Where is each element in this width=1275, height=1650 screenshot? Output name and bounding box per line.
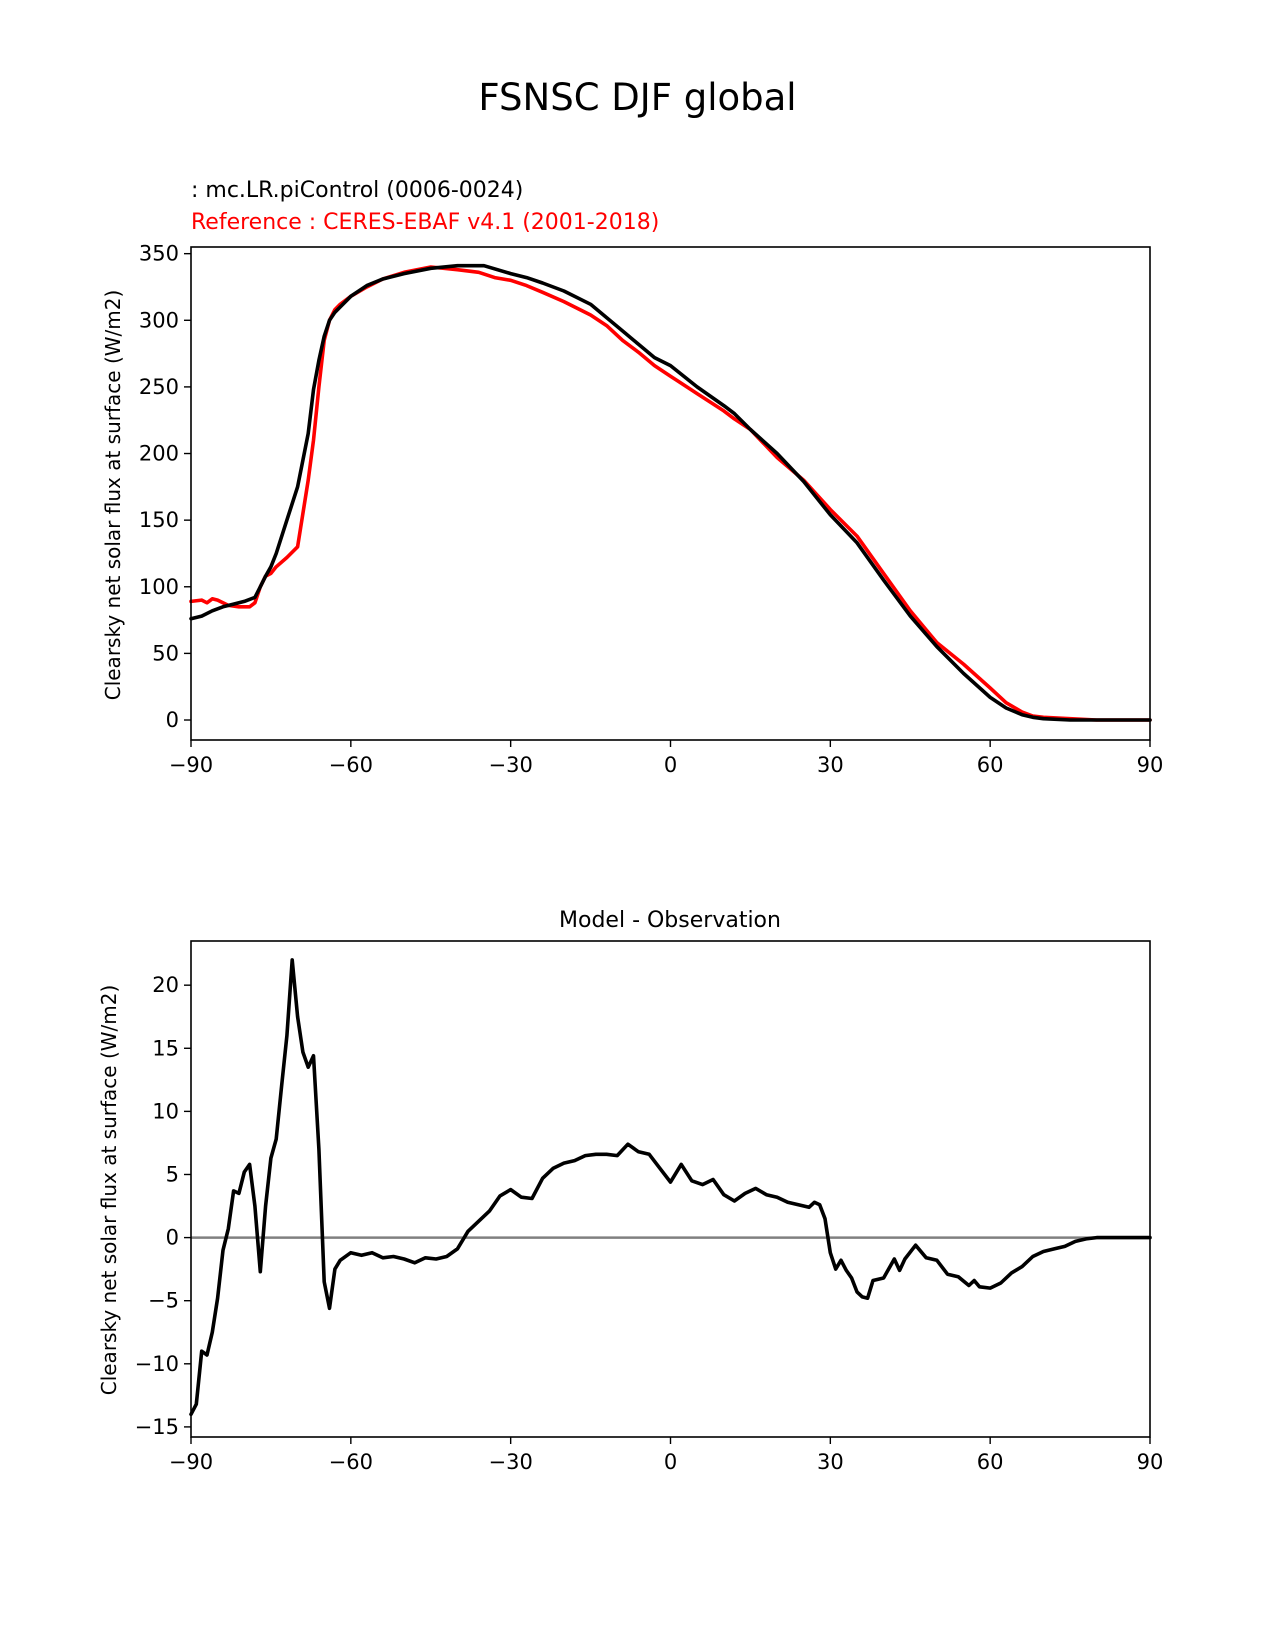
bottom-x-tick-label: 60 [977, 1450, 1004, 1474]
top-y-axis-label: Clearsky net solar flux at surface (W/m2… [101, 290, 125, 701]
top-y-tick-label: 100 [139, 575, 179, 599]
bottom-y-tick-label: −10 [135, 1352, 179, 1376]
top-x-tick-label: 90 [1137, 753, 1164, 777]
bottom-y-tick-label: −5 [148, 1289, 179, 1313]
top-y-tick-label: 300 [139, 308, 179, 332]
bottom-panel-difference: Model - Observation Clearsky net solar f… [97, 908, 1163, 1474]
test-series-label: : mc.LR.piControl (0006-0024) [191, 178, 523, 203]
bottom-x-tick-label: 0 [664, 1450, 677, 1474]
bottom-y-tick-label: −15 [135, 1415, 179, 1439]
figure-suptitle: FSNSC DJF global [478, 76, 796, 119]
bottom-x-tick-label: −60 [329, 1450, 373, 1474]
bottom-y-axis-label: Clearsky net solar flux at surface (W/m2… [97, 985, 121, 1396]
top-x-tick-label: 30 [817, 753, 844, 777]
top-reference-series-line [189, 265, 1152, 722]
top-y-tick-label: 50 [152, 641, 179, 665]
bottom-y-tick-label: 20 [152, 973, 179, 997]
top-x-tick-label: −30 [489, 753, 533, 777]
bottom-x-tick-label: 90 [1137, 1450, 1164, 1474]
difference-plot-title: Model - Observation [559, 908, 781, 933]
bottom-x-tick-label: 30 [817, 1450, 844, 1474]
top-x-tick-label: 60 [977, 753, 1004, 777]
bottom-y-tick-label: 10 [152, 1099, 179, 1123]
top-x-tick-label: −60 [329, 753, 373, 777]
top-y-tick-label: 0 [166, 708, 179, 732]
bottom-y-tick-label: 0 [166, 1226, 179, 1250]
top-y-tick-label: 200 [139, 442, 179, 466]
bottom-x-tick-label: −30 [489, 1450, 533, 1474]
bottom-plot-frame [190, 940, 1151, 1438]
top-panel-climatology: : mc.LR.piControl (0006-0024) Reference … [101, 178, 1163, 777]
bottom-y-tick-label: 5 [166, 1162, 179, 1186]
bottom-difference-series-line [189, 958, 1152, 1417]
top-test-series-line [189, 263, 1152, 722]
top-y-tick-label: 350 [139, 242, 179, 266]
top-y-tick-label: 250 [139, 375, 179, 399]
bottom-x-tick-label: −90 [169, 1450, 213, 1474]
top-x-tick-label: 0 [664, 753, 677, 777]
top-y-tick-label: 150 [139, 508, 179, 532]
reference-series-label: Reference : CERES-EBAF v4.1 (2001-2018) [191, 210, 659, 235]
bottom-y-tick-label: 15 [152, 1036, 179, 1060]
top-x-tick-label: −90 [169, 753, 213, 777]
top-plot-frame [190, 246, 1151, 741]
